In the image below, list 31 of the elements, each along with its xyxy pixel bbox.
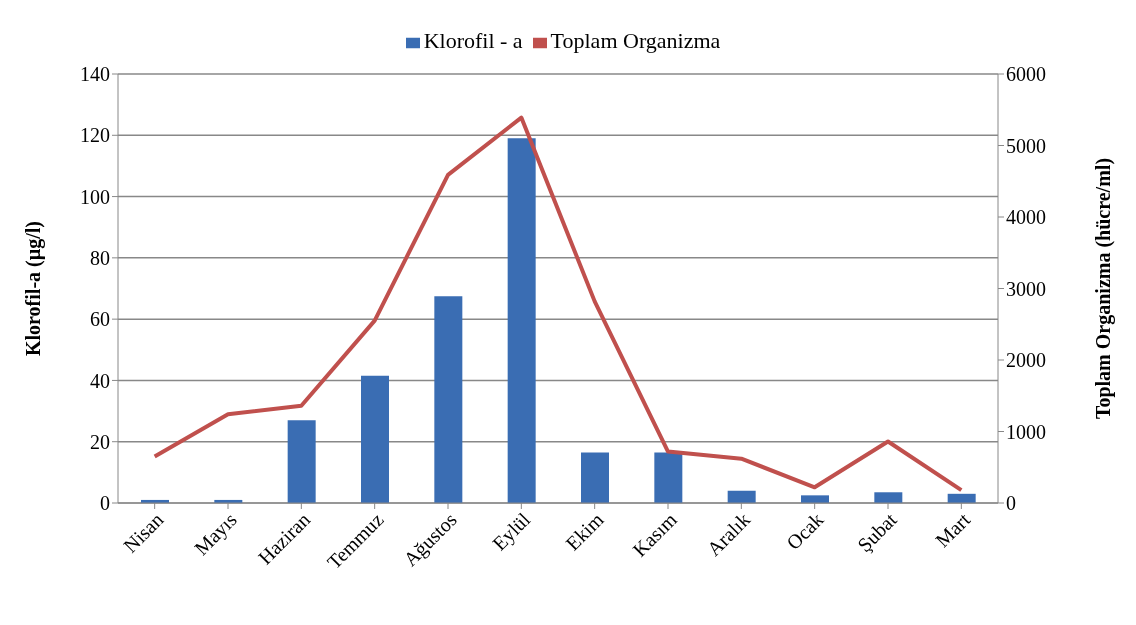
legend-label: Toplam Organizma <box>550 28 721 53</box>
y-tick-label: 120 <box>80 124 110 147</box>
x-tick-label: Ocak <box>782 508 828 554</box>
bar <box>654 452 683 503</box>
bar <box>434 296 463 503</box>
y-tick-label: 40 <box>90 369 110 392</box>
y2-tick-label: 4000 <box>1006 206 1046 229</box>
bar <box>801 495 829 503</box>
y-tick-label: 20 <box>90 430 110 453</box>
x-tick-label: Mart <box>931 508 975 552</box>
y2-tick-label: 2000 <box>1006 349 1046 372</box>
bar <box>581 452 609 503</box>
y-tick-label: 0 <box>100 492 110 515</box>
bar <box>287 420 316 503</box>
bar <box>874 492 903 503</box>
y-tick-label: 140 <box>80 63 110 86</box>
y2-tick-label: 5000 <box>1006 134 1046 157</box>
y-axis-title: Klorofil-a (µg/l) <box>22 220 46 357</box>
y2-tick-label: 3000 <box>1006 277 1046 300</box>
y2-axis-title: Toplam Organizma (hücre/ml) <box>1092 157 1116 420</box>
y-tick-label: 100 <box>80 185 110 208</box>
legend-label: Klorofil - a <box>423 28 523 53</box>
y-tick-label: 60 <box>90 308 110 331</box>
line-series <box>152 115 964 493</box>
y2-tick-label: 6000 <box>1006 63 1046 86</box>
y2-tick-label: 1000 <box>1006 420 1046 443</box>
y-tick-label: 80 <box>90 246 110 269</box>
bar <box>727 490 756 503</box>
y2-tick-label: 0 <box>1006 492 1016 515</box>
bar <box>507 138 536 503</box>
bar <box>361 375 389 503</box>
